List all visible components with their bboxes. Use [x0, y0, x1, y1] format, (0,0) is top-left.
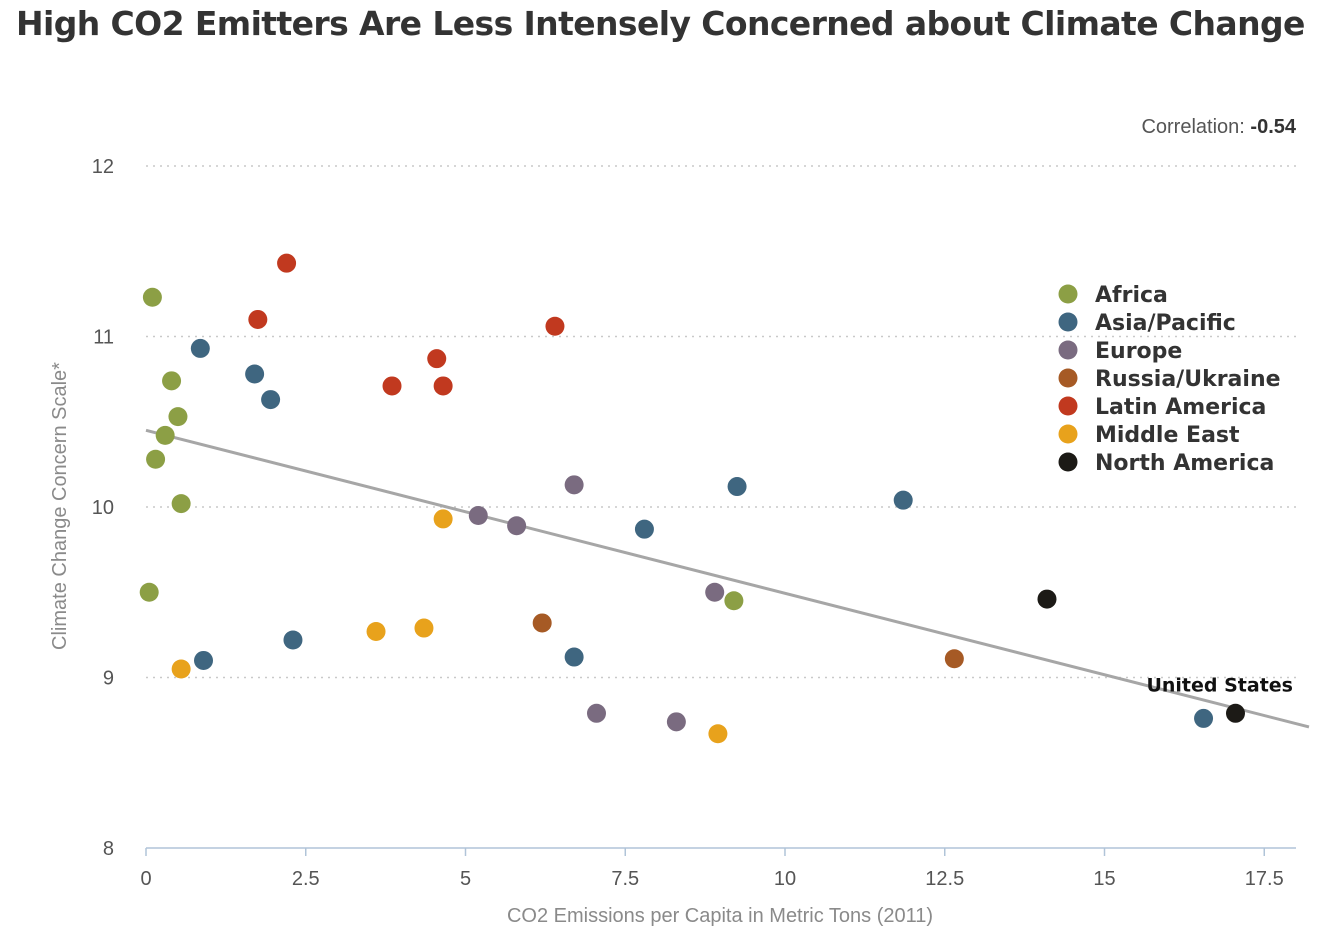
point-europe: [564, 475, 584, 495]
y-tick-label: 8: [103, 838, 114, 860]
correlation-text: Correlation:: [1141, 116, 1244, 138]
point-latin-america: [427, 349, 447, 369]
point-africa: [139, 582, 159, 602]
point-middle-east: [171, 659, 191, 679]
point-africa: [146, 449, 166, 469]
legend-label-asia-pacific: Asia/Pacific: [1095, 311, 1236, 336]
point-africa: [724, 591, 744, 611]
legend-label-africa: Africa: [1095, 283, 1168, 308]
x-tick-label: 2.5: [292, 868, 320, 890]
point-europe: [468, 506, 488, 526]
axes: 8 9 10 11 12 0 2.5 5 7.5 10 12.5 15 17.5: [92, 156, 1296, 890]
x-tick-label: 15: [1093, 868, 1115, 890]
legend-swatch-asia-pacific: [1058, 312, 1078, 332]
point-europe: [666, 712, 686, 732]
point-middle-east: [366, 621, 386, 641]
legend: Africa Asia/Pacific Europe Russia/Ukraine La…: [1058, 283, 1281, 476]
chart-title: High CO2 Emitters Are Less Intensely Con…: [16, 4, 1305, 43]
point-europe: [705, 582, 725, 602]
point-africa: [142, 287, 162, 307]
annotation-label: United States: [1146, 674, 1293, 696]
legend-label-russia-ukraine: Russia/Ukraine: [1095, 367, 1281, 392]
point-asia-pacific: [1194, 708, 1214, 728]
y-tick-label: 9: [103, 668, 114, 690]
legend-label-europe: Europe: [1095, 339, 1182, 364]
point-europe: [586, 703, 606, 723]
point-asia-pacific: [283, 630, 303, 650]
trend-line: [145, 428, 1310, 729]
gridlines: [146, 165, 1296, 679]
legend-swatch-russia-ukraine: [1058, 368, 1078, 388]
point-latin-america: [433, 376, 453, 396]
correlation-label: Correlation: -0.54: [1141, 116, 1296, 138]
point-africa: [171, 494, 191, 514]
x-tick-label: 17.5: [1245, 868, 1284, 890]
point-north-america: [1037, 589, 1057, 609]
point-africa: [168, 407, 188, 427]
point-asia-pacific: [893, 490, 913, 510]
trend-line-group: [145, 428, 1310, 729]
x-tick-label: 7.5: [611, 868, 639, 890]
point-asia-pacific: [564, 647, 584, 667]
x-tick-label: 5: [460, 868, 471, 890]
legend-label-middle-east: Middle East: [1095, 423, 1240, 448]
point-latin-america: [248, 309, 268, 329]
point-asia-pacific: [245, 364, 265, 384]
y-tick-label: 12: [92, 156, 114, 178]
x-tick-label: 10: [774, 868, 796, 890]
x-tick-label: 12.5: [925, 868, 964, 890]
y-tick-label: 10: [92, 497, 114, 519]
point-latin-america: [382, 376, 402, 396]
y-axis-title: Climate Change Concern Scale*: [49, 362, 71, 650]
legend-swatch-africa: [1058, 284, 1078, 304]
point-latin-america: [277, 253, 297, 273]
legend-swatch-north-america: [1058, 452, 1078, 472]
legend-swatch-europe: [1058, 340, 1078, 360]
point-asia-pacific: [190, 338, 210, 358]
point-asia-pacific: [194, 650, 214, 670]
annotations: United States: [1146, 674, 1293, 696]
point-europe: [507, 516, 527, 536]
point-asia-pacific: [261, 390, 281, 410]
x-tick-label: 0: [140, 868, 151, 890]
point-middle-east: [708, 724, 728, 744]
y-tick-label: 11: [93, 327, 114, 349]
point-russia-ukraine: [944, 649, 964, 669]
point-asia-pacific: [727, 477, 747, 497]
point-africa: [155, 425, 175, 445]
correlation-value: -0.54: [1250, 116, 1296, 138]
legend-label-latin-america: Latin America: [1095, 395, 1266, 420]
point-russia-ukraine: [532, 613, 552, 633]
point-africa: [162, 371, 182, 391]
point-middle-east: [414, 618, 434, 638]
point-north-america: [1225, 703, 1245, 723]
legend-swatch-latin-america: [1058, 396, 1078, 416]
legend-label-north-america: North America: [1095, 451, 1274, 476]
x-axis-title: CO2 Emissions per Capita in Metric Tons …: [507, 905, 933, 927]
point-latin-america: [545, 316, 565, 336]
data-points: [139, 253, 1245, 744]
point-middle-east: [433, 509, 453, 529]
point-asia-pacific: [634, 519, 654, 539]
legend-swatch-middle-east: [1058, 424, 1078, 444]
